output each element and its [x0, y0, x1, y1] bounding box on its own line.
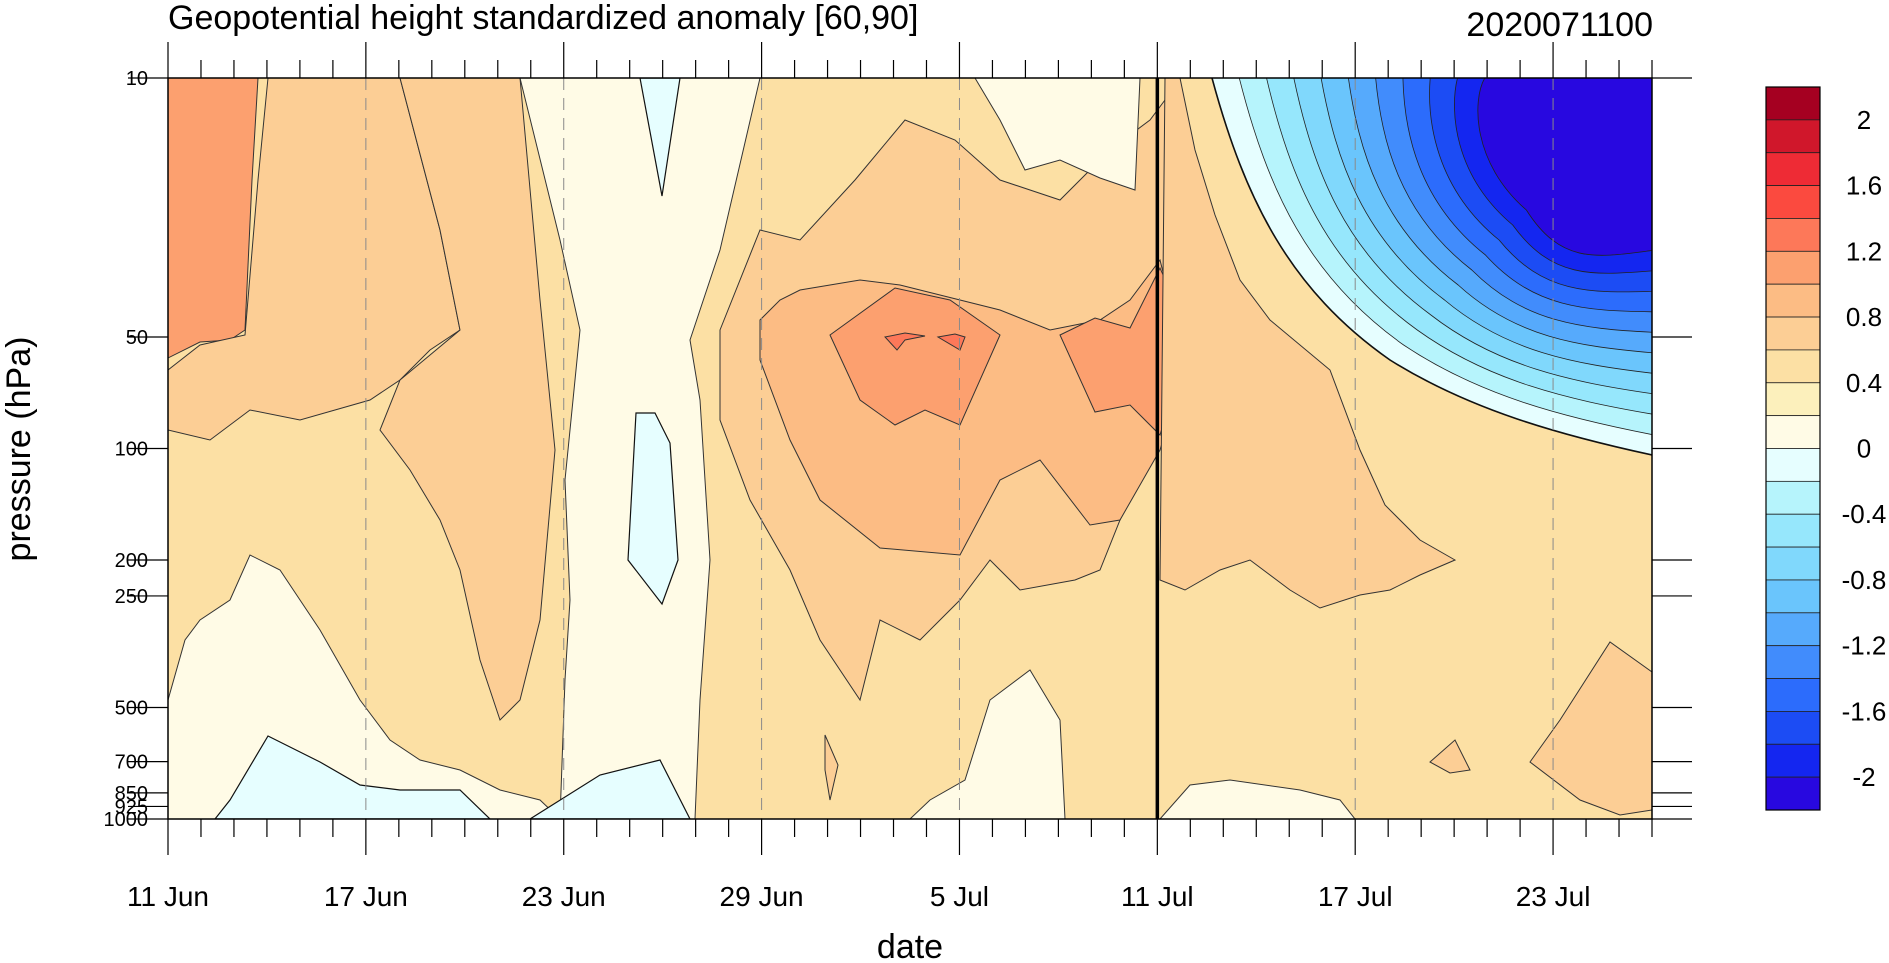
- peak-small-b: [936, 333, 966, 351]
- warm-left-top: [168, 78, 259, 359]
- colorbar-swatch: [1765, 645, 1821, 679]
- colorbar-label: -0.8: [1842, 565, 1887, 595]
- colorbar-swatch: [1765, 152, 1821, 186]
- colorbar-label: -0.4: [1842, 499, 1887, 529]
- neg-blob-top: [639, 78, 681, 197]
- negative-bands: [1211, 78, 1652, 456]
- y-axis-label: pressure (hPa): [0, 337, 38, 562]
- colorbar-swatch: [1765, 480, 1821, 515]
- colorbar-swatch: [1765, 382, 1821, 417]
- colorbar-label: 0: [1857, 434, 1871, 464]
- pos-region-b: [379, 78, 556, 721]
- x-tick-label: 23 Jul: [1516, 881, 1591, 912]
- colorbar: 2 1.6 1.2 0.8 0.4 0 -0.4 -0.8 -1.2 -1.6 -2: [1765, 86, 1887, 811]
- y-tick-label: 200: [115, 550, 148, 572]
- colorbar-swatch: [1765, 185, 1821, 219]
- colorbar-label: 0.4: [1846, 368, 1882, 398]
- colorbar-label: -1.2: [1842, 631, 1887, 661]
- colorbar-swatch: [1765, 283, 1821, 318]
- contour-fill: [168, 78, 1652, 819]
- colorbar-swatch: [1765, 349, 1821, 384]
- colorbar-swatch: [1765, 448, 1821, 482]
- colorbar-label: -2: [1852, 762, 1875, 792]
- zero-top-right: [974, 78, 1141, 191]
- colorbar-swatch: [1765, 86, 1821, 121]
- x-tick-label: 23 Jun: [522, 881, 606, 912]
- x-tick-label: 11 Jun: [127, 881, 209, 912]
- y-tick-label: 100: [115, 439, 148, 461]
- x-tick-label: 17 Jul: [1318, 881, 1393, 912]
- zero-bottom-right: [1159, 779, 1356, 819]
- y-tick-label: 500: [115, 697, 148, 719]
- pos-region-right: [1159, 78, 1457, 609]
- pos-small-right: [1429, 739, 1471, 774]
- colorbar-swatch: [1765, 415, 1821, 449]
- peak-region-a: [829, 287, 1001, 426]
- peak-small-a: [884, 332, 926, 351]
- plot-area: 11 Jun 17 Jun 23 Jun 29 Jun 5 Jul 11 Jul 17 Ju…: [104, 42, 1692, 912]
- neg-center-bottom: [528, 759, 691, 819]
- colorbar-label: -1.6: [1842, 696, 1887, 726]
- y-tick-label: 50: [126, 327, 148, 349]
- y-tick-label: 1000: [104, 809, 149, 831]
- colorbar-label: 1.6: [1846, 171, 1882, 201]
- colorbar-swatch: [1765, 711, 1821, 745]
- zero-bottom-middle: [909, 669, 1066, 819]
- negative-band: [1477, 78, 1652, 256]
- neg-left-bottom: [214, 735, 491, 819]
- pos-bottom-right: [1529, 641, 1652, 816]
- x-axis: 11 Jun 17 Jun 23 Jun 29 Jun 5 Jul 11 Jul 17 Ju…: [127, 42, 1653, 912]
- neg-blob-mid: [627, 412, 679, 606]
- y-tick-label: 850: [115, 783, 148, 805]
- x-tick-label: 11 Jul: [1121, 881, 1194, 912]
- x-tick-label: 29 Jun: [720, 881, 804, 912]
- colorbar-swatch: [1765, 119, 1821, 154]
- y-tick-label: 700: [115, 752, 148, 774]
- x-tick-label: 5 Jul: [930, 881, 989, 912]
- colorbar-swatch: [1765, 513, 1821, 548]
- colorbar-swatch: [1765, 612, 1821, 647]
- y-tick-label: 10: [126, 68, 148, 90]
- x-tick-label: 17 Jun: [324, 881, 408, 912]
- y-tick-label: 925: [115, 796, 148, 818]
- chart-title: Geopotential height standardized anomaly…: [168, 0, 918, 37]
- colorbar-label: 1.2: [1846, 236, 1882, 266]
- zero-contour-right: [1211, 78, 1652, 456]
- x-axis-label: date: [877, 928, 943, 963]
- y-tick-label: 250: [115, 586, 148, 608]
- pos-small-bottom: [824, 734, 839, 801]
- colorbar-frame: [1765, 86, 1821, 811]
- init-date-label: 2020071100: [1466, 6, 1653, 44]
- colorbar-swatch: [1765, 579, 1821, 614]
- colorbar-swatch: [1765, 250, 1821, 285]
- colorbar-swatch: [1765, 743, 1821, 778]
- colorbar-swatch: [1765, 678, 1821, 712]
- colorbar-label: 0.8: [1846, 302, 1882, 332]
- colorbar-swatch: [1765, 546, 1821, 581]
- colorbar-label: 2: [1857, 105, 1871, 135]
- colorbar-swatch: [1765, 776, 1821, 811]
- colorbar-swatch: [1765, 218, 1821, 252]
- colorbar-swatch: [1765, 316, 1821, 351]
